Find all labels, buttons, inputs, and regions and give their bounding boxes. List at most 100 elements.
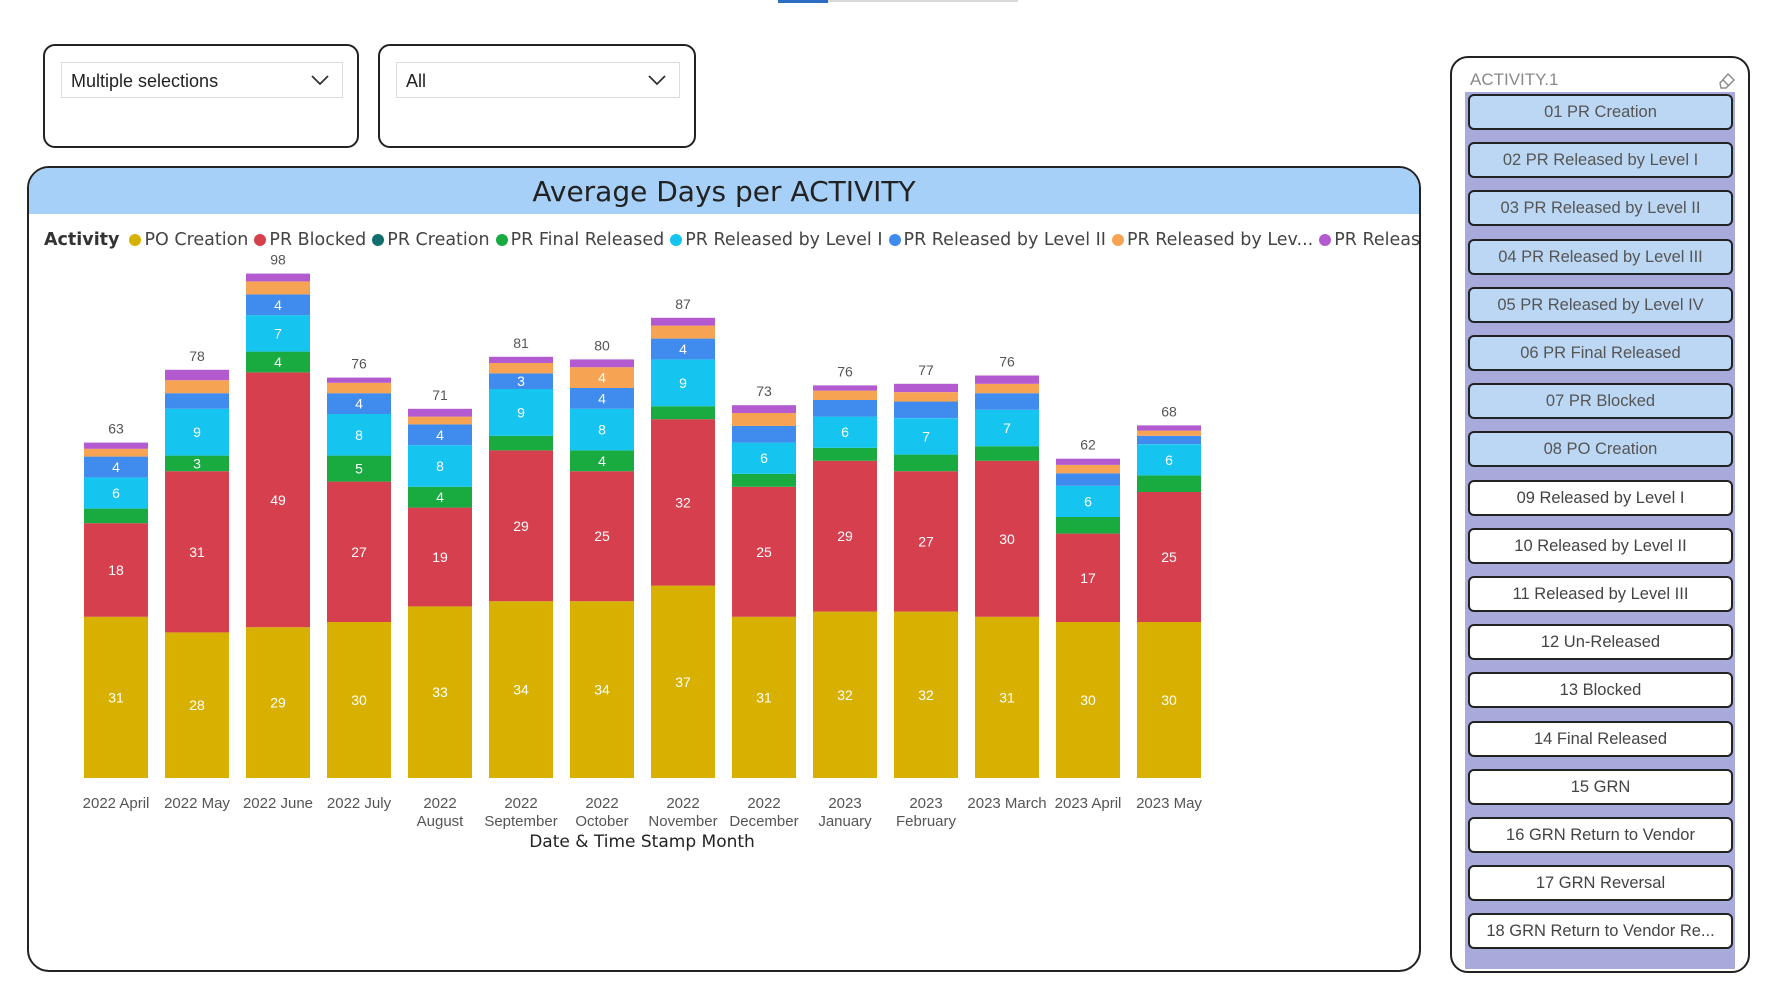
bar-segment[interactable] <box>651 359 715 407</box>
bar-segment[interactable] <box>570 601 634 778</box>
filter-dropdown-1[interactable]: Multiple selections <box>61 62 343 98</box>
bar-segment[interactable] <box>246 372 310 628</box>
bar-segment[interactable] <box>813 460 877 612</box>
bar-segment[interactable] <box>165 471 229 633</box>
bar-segment[interactable] <box>975 446 1039 461</box>
activity-item[interactable]: 09 Released by Level I <box>1468 479 1733 516</box>
bar-segment[interactable] <box>1137 492 1201 622</box>
bar-segment[interactable] <box>84 448 148 457</box>
bar-segment[interactable] <box>975 460 1039 617</box>
bar-segment[interactable] <box>165 393 229 409</box>
activity-item[interactable]: 01 PR Creation <box>1468 94 1733 130</box>
bar-segment[interactable] <box>408 606 472 778</box>
bar-segment[interactable] <box>327 455 391 482</box>
bar-segment[interactable] <box>1056 458 1120 465</box>
bar-segment[interactable] <box>165 455 229 472</box>
bar-segment[interactable] <box>246 294 310 316</box>
bar-segment[interactable] <box>327 414 391 456</box>
bar-segment[interactable] <box>489 373 553 389</box>
activity-item[interactable]: 08 PO Creation <box>1468 431 1733 468</box>
legend-item[interactable]: PR Released by Level I <box>670 230 883 250</box>
filter-dropdown-2[interactable]: All <box>396 62 680 98</box>
activity-item[interactable]: 04 PR Released by Level III <box>1468 238 1733 275</box>
bar-segment[interactable] <box>84 477 148 509</box>
legend-item[interactable]: PR Released by Level II <box>888 230 1106 250</box>
bar-segment[interactable] <box>651 419 715 586</box>
bar-segment[interactable] <box>894 383 958 393</box>
bar-segment[interactable] <box>732 426 796 443</box>
bar-segment[interactable] <box>165 632 229 778</box>
bar-segment[interactable] <box>246 273 310 282</box>
bar-segment[interactable] <box>570 388 634 409</box>
activity-item[interactable]: 12 Un-Released <box>1468 624 1733 661</box>
bar-segment[interactable] <box>975 393 1039 410</box>
bar-segment[interactable] <box>1137 430 1201 436</box>
bar-segment[interactable] <box>489 450 553 602</box>
activity-item[interactable]: 18 GRN Return to Vendor Re... <box>1468 913 1733 950</box>
bar-segment[interactable] <box>246 627 310 778</box>
bar-segment[interactable] <box>813 385 877 391</box>
bar-segment[interactable] <box>489 601 553 778</box>
bar-segment[interactable] <box>570 471 634 602</box>
bar-segment[interactable] <box>894 418 958 455</box>
bar-segment[interactable] <box>1056 517 1120 534</box>
bar-segment[interactable] <box>408 445 472 487</box>
bar-segment[interactable] <box>732 616 796 778</box>
bar-segment[interactable] <box>1137 444 1201 476</box>
bar-segment[interactable] <box>570 450 634 472</box>
activity-item[interactable]: 10 Released by Level II <box>1468 527 1733 564</box>
bar-segment[interactable] <box>732 413 796 426</box>
bar-segment[interactable] <box>165 369 229 381</box>
bar-segment[interactable] <box>1056 465 1120 474</box>
bar-segment[interactable] <box>408 424 472 446</box>
bar-segment[interactable] <box>165 408 229 456</box>
bar-segment[interactable] <box>651 325 715 339</box>
bar-segment[interactable] <box>813 447 877 461</box>
bar-segment[interactable] <box>84 442 148 449</box>
activity-item[interactable]: 14 Final Released <box>1468 720 1733 757</box>
bar-segment[interactable] <box>327 622 391 778</box>
activity-item[interactable]: 13 Blocked <box>1468 672 1733 709</box>
bar-segment[interactable] <box>84 616 148 778</box>
bar-segment[interactable] <box>975 375 1039 384</box>
activity-item[interactable]: 02 PR Released by Level I <box>1468 142 1733 179</box>
bar-segment[interactable] <box>408 416 472 425</box>
legend-item[interactable]: PO Creation <box>129 230 248 250</box>
legend-item[interactable]: PR Released by Lev... <box>1111 230 1313 250</box>
bar-segment[interactable] <box>813 416 877 448</box>
bar-segment[interactable] <box>1137 425 1201 431</box>
bar-segment[interactable] <box>1137 475 1201 492</box>
activity-item[interactable]: 06 PR Final Released <box>1468 335 1733 371</box>
bar-segment[interactable] <box>1137 622 1201 778</box>
bar-segment[interactable] <box>246 281 310 295</box>
bar-segment[interactable] <box>165 380 229 394</box>
bar-segment[interactable] <box>1137 435 1201 445</box>
bar-segment[interactable] <box>651 317 715 326</box>
bar-segment[interactable] <box>732 442 796 474</box>
bar-segment[interactable] <box>651 406 715 420</box>
bar-segment[interactable] <box>84 523 148 617</box>
bar-segment[interactable] <box>894 611 958 778</box>
bar-segment[interactable] <box>84 456 148 478</box>
bar-segment[interactable] <box>813 390 877 400</box>
bar-segment[interactable] <box>1056 533 1120 622</box>
activity-item[interactable]: 05 PR Released by Level IV <box>1468 286 1733 323</box>
bar-segment[interactable] <box>408 486 472 508</box>
activity-item[interactable]: 16 GRN Return to Vendor <box>1468 817 1733 853</box>
activity-item[interactable]: 15 GRN <box>1468 768 1733 805</box>
bar-segment[interactable] <box>732 405 796 413</box>
bar-segment[interactable] <box>1056 485 1120 517</box>
bar-segment[interactable] <box>489 356 553 363</box>
bar-segment[interactable] <box>1056 473 1120 486</box>
bar-segment[interactable] <box>1056 622 1120 778</box>
legend-item[interactable]: PR Released by ... <box>1319 230 1419 250</box>
activity-item[interactable]: 11 Released by Level III <box>1468 576 1733 612</box>
bar-segment[interactable] <box>813 611 877 778</box>
bar-segment[interactable] <box>975 383 1039 394</box>
bar-segment[interactable] <box>246 351 310 373</box>
legend-item[interactable]: PR Final Released <box>495 230 664 250</box>
bar-segment[interactable] <box>327 382 391 394</box>
bar-segment[interactable] <box>975 409 1039 447</box>
eraser-icon[interactable] <box>1718 72 1736 90</box>
bar-segment[interactable] <box>651 585 715 778</box>
